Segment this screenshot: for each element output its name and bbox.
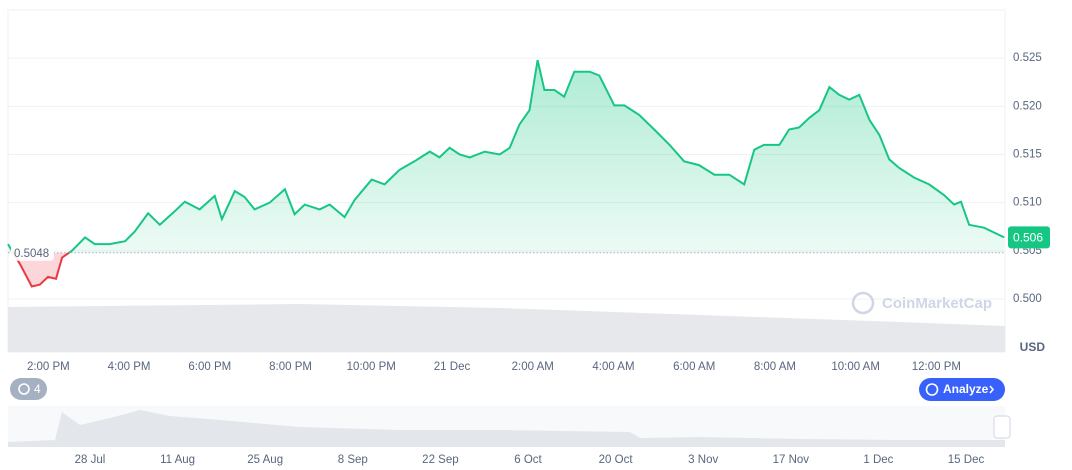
x-tick-label: 8:00 AM: [754, 361, 796, 373]
x-tick-label: 4:00 PM: [108, 361, 151, 373]
analyze-icon: [925, 383, 939, 396]
area-up: [8, 60, 1005, 253]
navigator-label: 20 Oct: [599, 454, 634, 466]
annotation-count: 4: [34, 382, 41, 396]
x-tick-label: 2:00 PM: [27, 361, 70, 373]
watermark-text: CoinMarketCap: [882, 295, 992, 312]
x-tick-label: 10:00 PM: [347, 361, 396, 373]
y-tick-label: 0.510: [1013, 197, 1042, 209]
x-tick-label: 12:00 PM: [912, 361, 961, 373]
navigator-label: 3 Nov: [688, 454, 718, 466]
watermark: CoinMarketCap: [851, 291, 992, 315]
navigator-label: 11 Aug: [160, 454, 195, 466]
navigator-label: 15 Dec: [948, 454, 985, 466]
y-tick-label: 0.515: [1013, 149, 1042, 161]
baseline-label: 0.5048: [14, 248, 49, 260]
navigator-label: 25 Aug: [247, 454, 283, 466]
x-tick-label: 4:00 AM: [592, 361, 634, 373]
x-tick-label: 21 Dec: [434, 361, 471, 373]
clock-icon: [18, 383, 30, 395]
current-price-badge: [1008, 226, 1050, 249]
y-tick-label: 0.525: [1013, 52, 1042, 64]
x-tick-label: 2:00 AM: [512, 361, 554, 373]
analyze-button[interactable]: [919, 378, 1005, 401]
navigator-label: 6 Oct: [514, 454, 542, 466]
baseline-label-bg: [11, 244, 54, 261]
current-price-label: 0.506: [1013, 231, 1043, 245]
navigator-label: 28 Jul: [75, 454, 106, 466]
x-tick-label: 10:00 AM: [831, 361, 880, 373]
chevron: [989, 385, 995, 394]
navigator-label: 22 Sep: [422, 454, 458, 466]
price-line-up: [7, 59, 1005, 253]
navigator-label: 17 Nov: [773, 454, 810, 466]
x-tick-label: 6:00 PM: [188, 361, 231, 373]
y-tick-label: 0.520: [1013, 100, 1042, 112]
volume-band: [8, 304, 1005, 352]
currency-label: USD: [1020, 340, 1046, 354]
navigator-handle[interactable]: [993, 415, 1011, 439]
navigator-label: 1 Dec: [863, 454, 893, 466]
x-tick-label: 6:00 AM: [673, 361, 715, 373]
navigator-area: [8, 410, 1005, 447]
navigator-label: 8 Sep: [338, 454, 368, 466]
y-tick-label: 0.500: [1013, 293, 1042, 305]
analyze-label: Analyze: [943, 382, 989, 396]
x-tick-label: 8:00 PM: [269, 361, 312, 373]
